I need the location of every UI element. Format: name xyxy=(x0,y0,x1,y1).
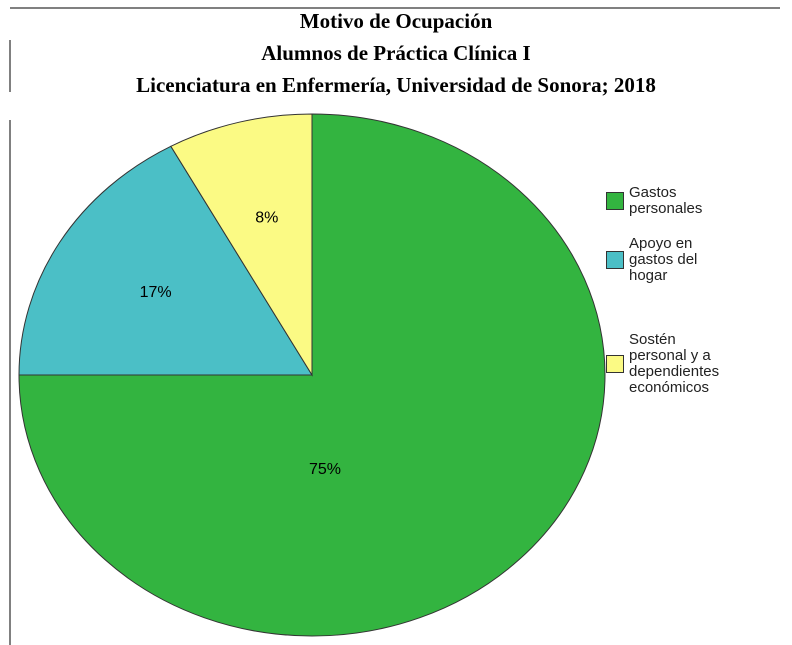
value-label: 8% xyxy=(255,209,278,226)
chart-title: Alumnos de Práctica Clínica I xyxy=(261,41,530,65)
pie-slice xyxy=(170,113,313,377)
legend-swatch xyxy=(606,251,624,269)
legend-item: Apoyo en gastos del hogar xyxy=(606,236,727,284)
legend-label: Apoyo en gastos del hogar xyxy=(629,235,698,284)
value-label: 75% xyxy=(309,461,341,478)
chart-title: Motivo de Ocupación xyxy=(300,9,493,33)
legend-label: Gastos personales xyxy=(629,184,703,217)
legend-label: Sostén personal y a dependientes económi… xyxy=(629,331,720,396)
chart-title: Licenciatura en Enfermería, Universidad … xyxy=(136,73,656,97)
legend-item: Sostén personal y a dependientes económi… xyxy=(606,332,727,396)
legend-swatch xyxy=(606,192,624,210)
legend-swatch xyxy=(606,355,624,373)
legend-item: Gastos personales xyxy=(606,185,727,217)
pie-slice xyxy=(18,145,313,376)
pie: 75% 17% 8% xyxy=(18,113,606,637)
frame xyxy=(9,7,780,645)
value-label: 17% xyxy=(140,284,172,301)
pie-slice xyxy=(18,113,606,637)
